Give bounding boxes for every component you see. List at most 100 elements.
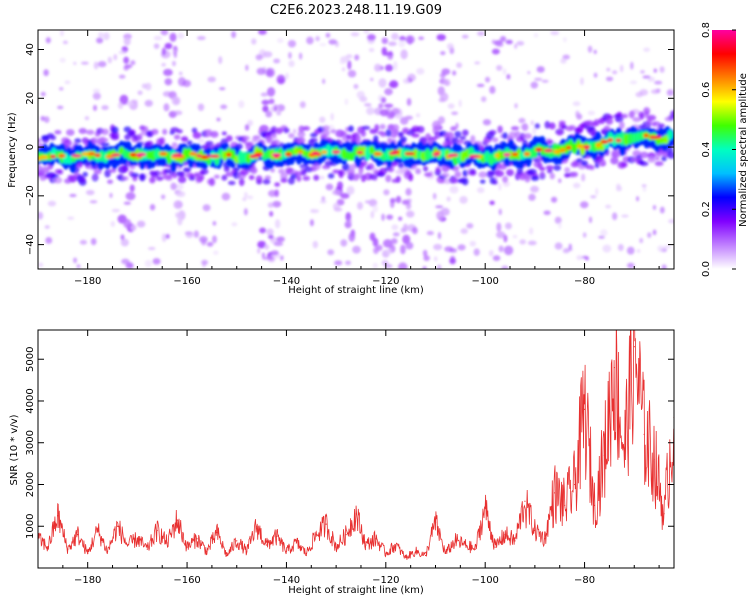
noise-blob xyxy=(153,35,163,41)
noise-blob xyxy=(385,248,393,255)
halo-blob xyxy=(288,132,295,139)
band-max xyxy=(650,135,662,140)
noise-blob xyxy=(92,88,101,93)
noise-blob xyxy=(288,60,295,68)
noise-blob xyxy=(160,194,166,200)
noise-blob xyxy=(489,85,496,94)
noise-blob xyxy=(147,246,156,251)
noise-blob xyxy=(220,104,228,110)
halo-blob xyxy=(171,172,178,179)
noise-blob xyxy=(398,39,406,48)
snr-point xyxy=(613,366,615,369)
snr-point xyxy=(116,525,119,527)
noise-blob xyxy=(206,241,214,247)
noise-blob xyxy=(579,201,589,209)
snr-point xyxy=(454,540,456,542)
spectrogram-x-ticks: −180 −160 −140 −120 −100 −80 xyxy=(37,30,660,287)
noise-blob xyxy=(202,204,211,212)
noise-blob xyxy=(499,36,507,42)
noise-blob xyxy=(212,221,217,226)
noise-blob xyxy=(395,195,402,204)
noise-blob xyxy=(389,197,397,203)
noise-blob xyxy=(356,90,365,99)
band-peak xyxy=(643,133,650,138)
noise-blob xyxy=(436,264,442,269)
band-max xyxy=(111,153,121,157)
noise-blob xyxy=(452,70,457,76)
noise-blob xyxy=(257,240,267,249)
noise-blob xyxy=(514,43,518,49)
halo-blob xyxy=(441,172,450,178)
noise-blob xyxy=(260,92,268,97)
noise-blob xyxy=(221,192,231,201)
noise-blob xyxy=(89,200,98,204)
band-peak xyxy=(535,147,543,152)
noise-blob xyxy=(374,63,382,72)
halo-blob xyxy=(93,169,102,175)
noise-blob xyxy=(529,227,534,235)
x-tick-label: −160 xyxy=(173,575,200,586)
band-peak xyxy=(559,148,566,153)
halo-blob xyxy=(488,130,497,135)
noise-blob xyxy=(560,57,567,64)
noise-blob xyxy=(663,244,672,249)
noise-blob xyxy=(423,255,430,262)
noise-blob xyxy=(568,243,572,251)
noise-blob xyxy=(615,185,622,192)
snr-point xyxy=(335,546,337,548)
noise-blob xyxy=(491,39,496,45)
halo-blob xyxy=(568,124,576,131)
noise-blob xyxy=(79,239,88,245)
band-peak xyxy=(189,151,197,156)
band-peak xyxy=(553,149,561,154)
noise-blob xyxy=(416,68,425,75)
noise-blob xyxy=(440,51,446,56)
noise-blob xyxy=(84,116,90,121)
noise-blob xyxy=(626,262,635,269)
spectrogram-xlabel: Height of straight line (km) xyxy=(288,285,424,296)
noise-blob xyxy=(347,60,352,70)
noise-blob xyxy=(262,51,273,58)
noise-blob xyxy=(384,64,394,72)
spectrogram-panel: −180 −160 −140 −120 −100 −80 −40 −20 0 20 40 Heig… xyxy=(7,29,675,296)
y-tick-label: 5000 xyxy=(25,347,36,372)
snr-point xyxy=(156,529,158,532)
band-max xyxy=(468,154,480,159)
noise-blob xyxy=(62,40,68,45)
halo-blob xyxy=(178,171,186,177)
y-tick-label: 3000 xyxy=(25,430,36,455)
band-peak xyxy=(88,151,96,156)
noise-blob xyxy=(530,81,539,89)
band-max xyxy=(432,152,441,157)
noise-blob xyxy=(480,96,487,103)
noise-blob xyxy=(111,208,120,213)
noise-blob xyxy=(38,262,44,268)
snr-point xyxy=(434,521,437,523)
band-peak xyxy=(511,152,519,157)
halo-blob xyxy=(462,169,469,177)
noise-blob xyxy=(418,36,425,41)
noise-blob xyxy=(319,43,327,47)
noise-blob xyxy=(639,237,644,244)
colorbar-ticks: 0.0 0.2 0.4 0.6 0.8 xyxy=(701,22,736,277)
snr-point xyxy=(67,548,69,550)
halo-blob xyxy=(186,140,193,146)
snr-point xyxy=(663,513,665,515)
noise-blob xyxy=(399,35,406,42)
halo-blob xyxy=(297,131,306,138)
noise-blob xyxy=(364,200,370,204)
noise-blob xyxy=(332,202,340,211)
noise-blob xyxy=(504,222,512,230)
noise-blob xyxy=(93,61,99,70)
noise-blob xyxy=(383,189,390,196)
noise-blob xyxy=(119,94,129,105)
noise-blob xyxy=(109,192,113,198)
halo-blob xyxy=(647,152,656,160)
halo-blob xyxy=(478,171,488,178)
noise-blob xyxy=(593,72,598,78)
snr-point xyxy=(464,544,466,546)
noise-blob xyxy=(125,192,136,201)
noise-blob xyxy=(528,193,536,201)
halo-blob xyxy=(110,135,120,141)
band-peak xyxy=(200,155,210,160)
